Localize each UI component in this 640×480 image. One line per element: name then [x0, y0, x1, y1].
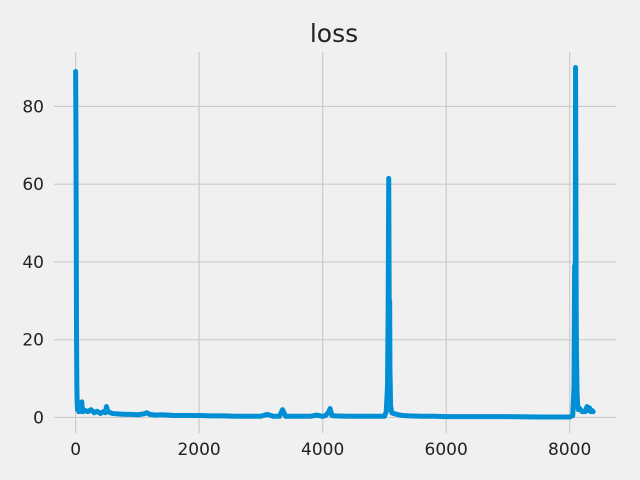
x-tick-label: 0 — [70, 440, 81, 460]
x-tick-label: 4000 — [301, 440, 344, 460]
y-tick-label: 80 — [22, 97, 44, 117]
y-tick-labels: 0 20 40 60 80 — [22, 97, 44, 428]
x-tick-label: 6000 — [425, 440, 468, 460]
y-tick-label: 40 — [22, 253, 44, 273]
y-tick-label: 20 — [22, 331, 44, 351]
x-tick-label: 2000 — [177, 440, 220, 460]
loss-series-line — [73, 65, 596, 420]
x-tick-labels: 0 2000 4000 6000 8000 — [70, 440, 591, 460]
x-tick-label: 8000 — [548, 440, 591, 460]
chart-title: loss — [310, 19, 358, 48]
y-tick-label: 0 — [33, 408, 44, 428]
y-tick-label: 60 — [22, 175, 44, 195]
series-layer — [73, 65, 596, 420]
